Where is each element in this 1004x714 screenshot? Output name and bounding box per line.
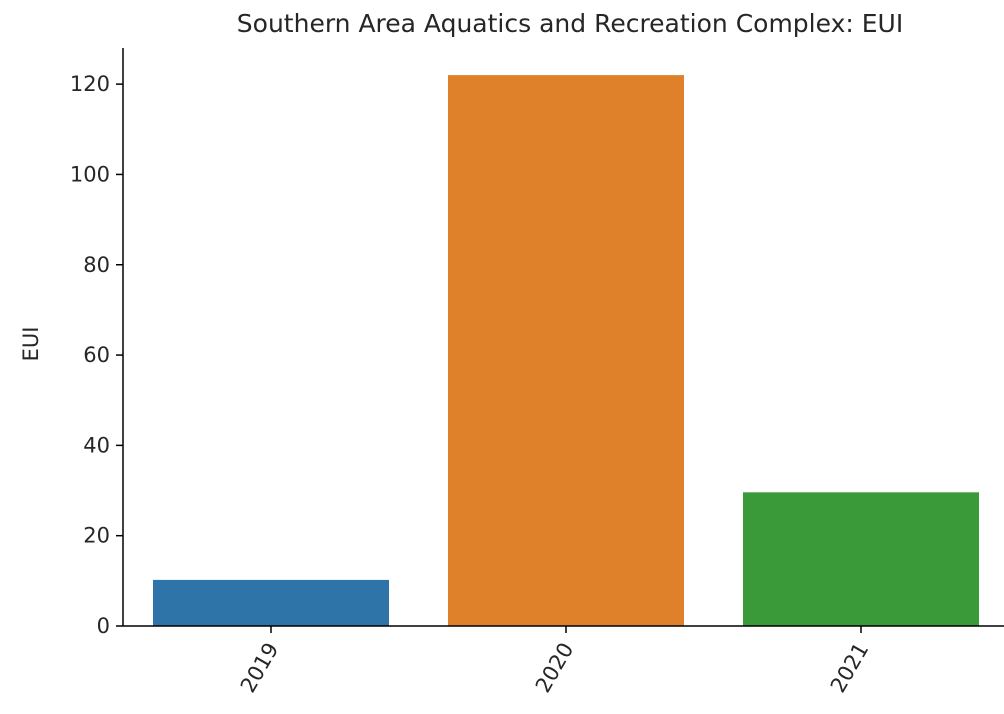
bars-group: [153, 75, 979, 627]
bar-2020: [448, 75, 684, 627]
x-tick-label: 2021: [826, 639, 874, 697]
y-tick-label: 100: [70, 162, 110, 186]
y-tick-label: 40: [83, 433, 110, 457]
y-tick-label: 80: [83, 253, 110, 277]
y-axis-ticks: 0 20 40 60 80 100 120: [70, 72, 123, 638]
x-axis-ticks: 2019 2020 2021: [236, 626, 874, 697]
y-tick-label: 120: [70, 72, 110, 96]
y-tick-label: 20: [83, 524, 110, 548]
x-tick-label: 2019: [236, 639, 284, 697]
chart-title: Southern Area Aquatics and Recreation Co…: [237, 9, 903, 38]
y-tick-label: 60: [83, 343, 110, 367]
y-tick-label: 0: [97, 614, 110, 638]
bar-2021: [743, 492, 979, 626]
bar-2019: [153, 579, 389, 626]
y-axis-label: EUI: [19, 327, 43, 362]
x-tick-label: 2020: [531, 639, 579, 697]
